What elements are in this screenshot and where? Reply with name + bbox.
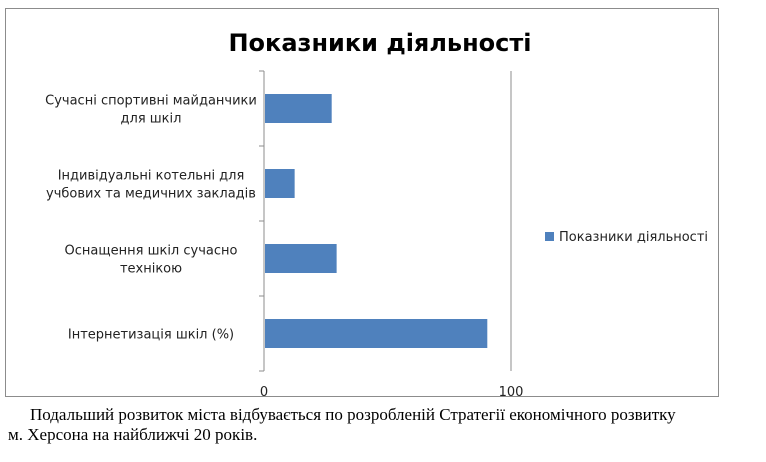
- category-label: Сучасні спортивні майданчики для шкіл: [45, 94, 257, 127]
- bar: [265, 169, 295, 198]
- chart-area: Показники діяльності 0 100 Сучасні спортив…: [5, 8, 719, 398]
- caption-line-1: Подальший розвиток міста відбувається по…: [30, 405, 676, 424]
- bar: [265, 244, 337, 273]
- chart-title: Показники діяльності: [228, 29, 531, 57]
- caption-line-2: м. Херсона на найближчі 20 років.: [8, 425, 258, 444]
- caption-paragraph: Подальший розвиток міста відбувається по…: [8, 405, 760, 445]
- bar: [265, 319, 488, 348]
- category-label: Оснащення шкіл сучасно технікою: [65, 244, 238, 277]
- legend-label: Показники діяльності: [559, 230, 708, 245]
- legend-swatch: [545, 232, 554, 241]
- category-label: Інтернетизація шкіл (%): [68, 328, 234, 343]
- bar-chart: Показники діяльності 0 100 Сучасні спортив…: [45, 29, 708, 398]
- category-label: Індивідуальні котельні для учбових та мед…: [46, 169, 256, 202]
- x-tick-label: 100: [499, 385, 524, 398]
- bar: [265, 94, 332, 123]
- x-tick-label: 0: [260, 385, 268, 398]
